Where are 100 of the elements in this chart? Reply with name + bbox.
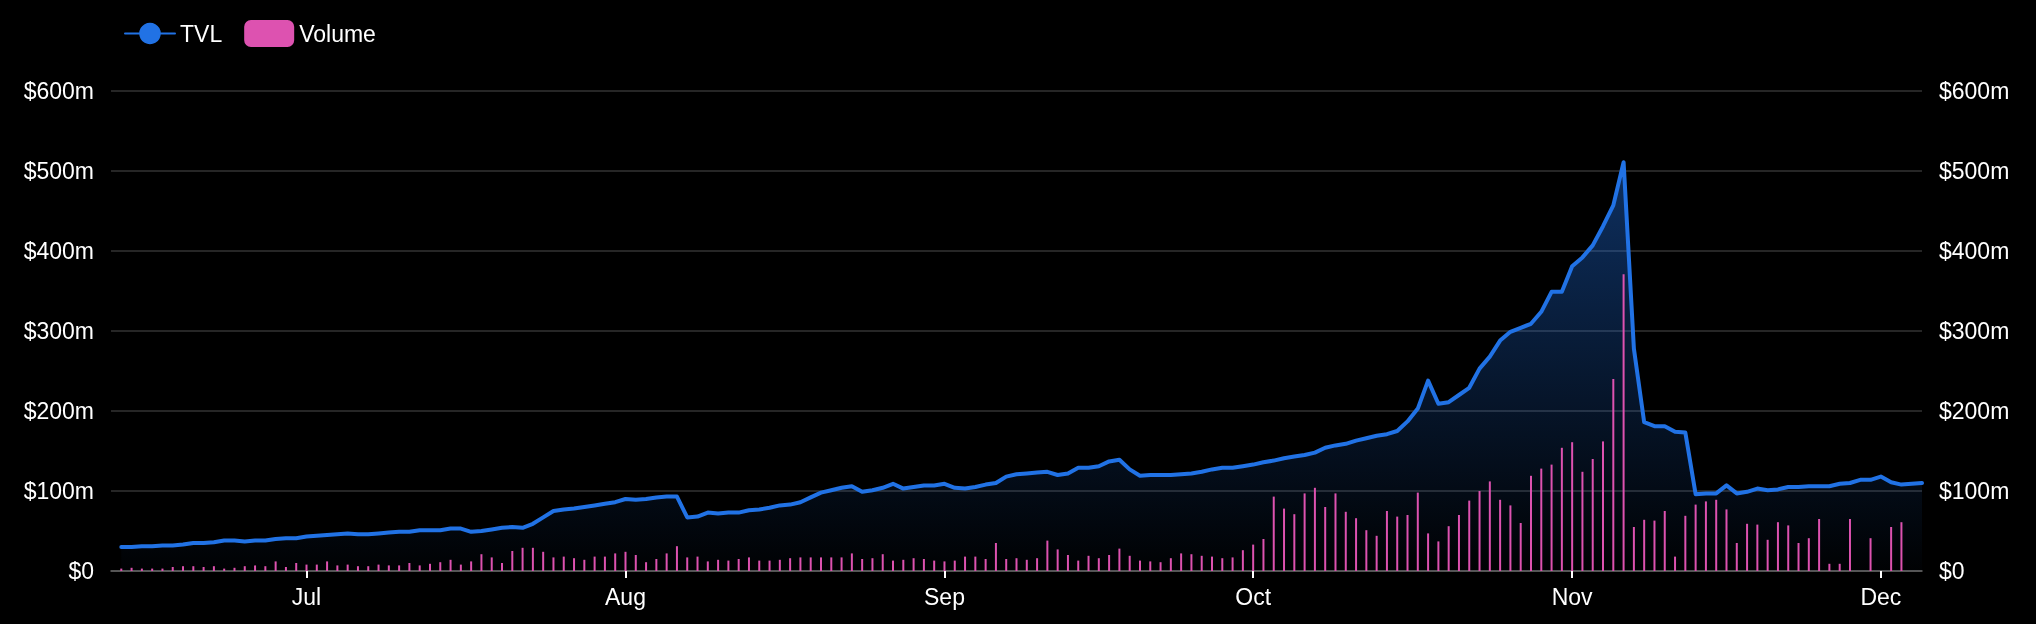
bar — [573, 558, 576, 571]
bar — [758, 560, 761, 571]
bar — [521, 547, 524, 571]
bar — [583, 559, 586, 571]
bar — [1190, 554, 1193, 571]
y-tick-label: $600m — [23, 78, 94, 104]
bar — [1334, 493, 1337, 571]
bar — [1540, 468, 1543, 571]
bar — [1581, 471, 1584, 571]
x-tick-label: Aug — [605, 583, 646, 610]
bar — [531, 547, 534, 571]
bar — [922, 559, 925, 571]
bar — [1272, 496, 1275, 571]
bar — [1313, 487, 1316, 571]
bar — [1262, 539, 1265, 571]
bar — [1756, 524, 1759, 571]
bar — [233, 567, 236, 571]
bar — [1036, 558, 1039, 571]
bar — [1694, 504, 1697, 571]
bar — [1200, 555, 1203, 571]
bar — [675, 546, 678, 571]
bar — [490, 557, 493, 571]
bar — [1529, 475, 1532, 571]
legend-label: Volume — [299, 20, 376, 47]
bar — [1149, 561, 1152, 571]
legend-label: TVL — [180, 20, 223, 47]
bar — [1560, 447, 1563, 571]
bar — [974, 556, 977, 571]
bar — [747, 557, 750, 571]
bar — [1725, 509, 1728, 571]
bar — [819, 557, 822, 571]
y2-tick-label: $100m — [1939, 478, 2010, 504]
bar — [1622, 274, 1625, 571]
bar — [809, 557, 812, 571]
y-tick-label: $200m — [23, 398, 94, 424]
bar — [1437, 541, 1440, 571]
bar — [881, 554, 884, 571]
bar — [1077, 560, 1080, 571]
bar — [1025, 559, 1028, 571]
bar — [1818, 519, 1821, 571]
bar — [295, 563, 298, 571]
bar — [1704, 501, 1707, 571]
bar — [480, 554, 483, 571]
bar — [1838, 563, 1841, 571]
bar — [892, 560, 895, 571]
bar — [315, 564, 318, 571]
bar — [1488, 481, 1491, 571]
bar — [871, 558, 874, 571]
bar — [912, 558, 915, 571]
y2-tick-label: $600m — [1939, 78, 2010, 104]
bar — [686, 557, 689, 571]
bar — [326, 561, 329, 571]
bar — [408, 563, 411, 571]
bar — [387, 565, 390, 571]
y2-tick-label: $200m — [1939, 398, 2010, 424]
bar — [1787, 525, 1790, 571]
bar — [1746, 523, 1749, 571]
bar — [727, 560, 730, 571]
y2-tick-label: $500m — [1939, 158, 2010, 184]
bar — [243, 566, 246, 571]
bar — [1571, 442, 1574, 571]
x-tick-label: Sep — [924, 583, 965, 610]
bar — [902, 559, 905, 571]
bar — [1509, 505, 1512, 571]
y2-tick-label: $0 — [1939, 558, 1965, 584]
bar — [171, 567, 174, 571]
y2-tick-label: $400m — [1939, 238, 2010, 264]
bar — [1478, 491, 1481, 571]
bar — [377, 564, 380, 571]
bar — [1427, 533, 1430, 571]
y2-tick-label: $300m — [1939, 318, 2010, 344]
bar — [1118, 548, 1121, 571]
bar — [1848, 519, 1851, 571]
bar — [1550, 464, 1553, 571]
bar — [459, 564, 462, 571]
bar — [1293, 514, 1296, 571]
bar — [1684, 515, 1687, 571]
bar — [439, 562, 442, 571]
bar — [953, 560, 956, 571]
bar — [1807, 538, 1810, 571]
y-tick-label: $300m — [23, 318, 94, 344]
bar — [1066, 555, 1069, 571]
bar — [1447, 526, 1450, 571]
bar — [1457, 515, 1460, 571]
bar — [470, 561, 473, 571]
bar — [1396, 516, 1399, 571]
bar — [274, 561, 277, 571]
bar — [994, 543, 997, 571]
bar — [1776, 522, 1779, 571]
bar — [1324, 507, 1327, 571]
bar — [264, 566, 267, 571]
bar — [614, 553, 617, 571]
bar — [1828, 563, 1831, 571]
bar — [1591, 459, 1594, 571]
bar — [1900, 522, 1903, 571]
x-tick-label: Nov — [1551, 583, 1594, 610]
bar — [1241, 550, 1244, 571]
bar — [706, 561, 709, 571]
bar — [1735, 543, 1738, 571]
bar — [1869, 538, 1872, 571]
